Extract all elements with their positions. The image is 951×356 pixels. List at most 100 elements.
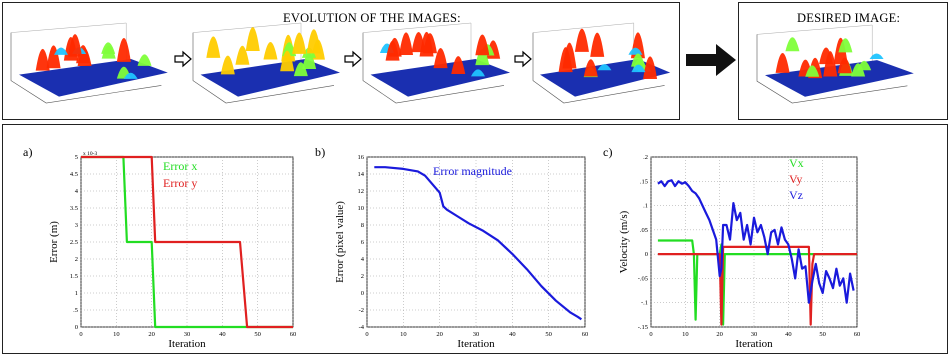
surface-peak bbox=[419, 31, 434, 57]
arrow-small-icon bbox=[514, 50, 532, 68]
surface-peak bbox=[123, 72, 138, 79]
axis-box bbox=[532, 32, 665, 104]
y-tick-label: 0 bbox=[361, 290, 364, 297]
y-tick-label: 8 bbox=[361, 222, 364, 229]
x-tick-label: 40 bbox=[219, 331, 226, 338]
legend-entry: Error x bbox=[163, 159, 197, 173]
axis-box bbox=[756, 34, 908, 104]
x-tick-label: 20 bbox=[148, 331, 155, 338]
x-tick-label: 50 bbox=[545, 331, 552, 338]
surface-peak bbox=[385, 40, 400, 61]
chart-error-xy: 0 10 20 30 40 50 60 0 .5 1 1.5 2 2.5 3 3.5 4 4.5 5 x 10-3 I… bbox=[48, 151, 297, 350]
arrow-small-icon bbox=[174, 50, 192, 68]
y-tick-label: 14 bbox=[358, 171, 365, 178]
x-tick-label: 60 bbox=[582, 331, 589, 338]
desired-image bbox=[756, 24, 914, 104]
surface-peak bbox=[116, 37, 131, 62]
surface-peak bbox=[137, 54, 152, 66]
y-tick-label: 3 bbox=[75, 222, 78, 229]
evolution-panel: EVOLUTION OF THE IMAGES: bbox=[2, 2, 680, 120]
y-tick-label: 12 bbox=[358, 188, 365, 195]
x-tick-label: 10 bbox=[113, 331, 120, 338]
y-tick-label: -.15 bbox=[638, 324, 648, 331]
surface-peak bbox=[245, 27, 260, 52]
y-tick-label: -4 bbox=[359, 324, 365, 331]
axis-box bbox=[10, 32, 162, 104]
surface-peak bbox=[628, 47, 643, 55]
surface-peak bbox=[451, 56, 466, 74]
surface-peak bbox=[785, 37, 800, 52]
legend-entry: Vx bbox=[789, 156, 804, 170]
surface-plot-4 bbox=[532, 22, 671, 104]
series-line-error-magnitude bbox=[374, 166, 583, 321]
x-tick-label: 30 bbox=[751, 331, 758, 338]
y-tick-label: 6 bbox=[361, 239, 365, 246]
x-tick-label: 20 bbox=[436, 331, 443, 338]
x-tick-label: 0 bbox=[365, 331, 368, 338]
series-line-error-y bbox=[81, 155, 293, 329]
y-tick-label: -2 bbox=[359, 307, 364, 314]
x-tick-label: 40 bbox=[509, 331, 516, 338]
y-tick-label: 4 bbox=[75, 188, 79, 195]
axis-box bbox=[192, 22, 302, 33]
arrow-small-icon bbox=[344, 50, 362, 68]
surface-peak bbox=[475, 34, 490, 56]
y-tick-label: .15 bbox=[640, 178, 648, 185]
surface-peak bbox=[101, 45, 116, 59]
x-axis-label: Iteration bbox=[168, 338, 206, 350]
surface-peak bbox=[805, 65, 820, 77]
y-tick-label: 2 bbox=[361, 273, 364, 280]
surface-peak bbox=[574, 28, 589, 52]
panel-label-a: a) bbox=[23, 145, 33, 159]
y-tick-label: 10 bbox=[358, 205, 365, 212]
surface-peak bbox=[631, 64, 646, 73]
surface-peak bbox=[851, 63, 866, 77]
y-tick-label: -.1 bbox=[641, 300, 648, 307]
x-tick-label: 0 bbox=[649, 331, 652, 338]
y-tick-label: 0 bbox=[645, 251, 648, 258]
surface-peak bbox=[838, 38, 853, 53]
y-axis-label: Error (m) bbox=[48, 221, 60, 263]
series-line-vz bbox=[657, 179, 855, 304]
y-tick-label: 0 bbox=[75, 324, 78, 331]
surface-peak bbox=[869, 53, 884, 59]
y-tick-label: 2.5 bbox=[70, 239, 78, 246]
y-tick-label: 4.5 bbox=[70, 171, 78, 178]
y-tick-label: .05 bbox=[640, 227, 648, 234]
x-axis-label: Iteration bbox=[735, 338, 773, 350]
desired-panel: DESIRED IMAGE: bbox=[738, 2, 948, 120]
surface-peak bbox=[775, 52, 790, 73]
surface-peak bbox=[823, 51, 838, 77]
surface-plot-desired bbox=[756, 24, 914, 104]
series-line-vy bbox=[657, 245, 857, 326]
x-tick-label: 0 bbox=[79, 331, 82, 338]
axis-box bbox=[192, 32, 335, 104]
surface-peak bbox=[433, 47, 448, 69]
x-tick-label: 50 bbox=[819, 331, 826, 338]
x-tick-label: 60 bbox=[290, 331, 297, 338]
legend-entry: Vz bbox=[789, 188, 803, 202]
x-tick-label: 10 bbox=[400, 331, 407, 338]
x-tick-label: 10 bbox=[682, 331, 689, 338]
axis-box bbox=[532, 22, 634, 33]
surface-peak bbox=[263, 42, 278, 60]
y-tick-label: .1 bbox=[643, 203, 648, 210]
desired-title: DESIRED IMAGE: bbox=[797, 11, 901, 25]
surface-peak bbox=[293, 62, 308, 77]
legend-entry: Error y bbox=[163, 176, 197, 190]
surface-plot-1 bbox=[10, 22, 168, 104]
surface-peak bbox=[206, 36, 221, 58]
surface-plot-2 bbox=[192, 22, 340, 104]
chart-velocity: 0 10 20 30 40 50 60 -.15 -.1 -.05 0 .05 .1 .15 .2 Itera… bbox=[618, 154, 860, 350]
chart-error-magnitude: 0 10 20 30 40 50 60 -4 -2 0 2 4 6 8 10 12 14 16 Iteration E… bbox=[334, 154, 589, 350]
surface-peak bbox=[68, 34, 83, 57]
y-tick-label: 4 bbox=[361, 256, 365, 263]
surface-peak bbox=[280, 50, 295, 72]
surface-base bbox=[765, 60, 914, 97]
y-tick-label: 1 bbox=[75, 290, 78, 297]
evolution-title: EVOLUTION OF THE IMAGES: bbox=[283, 11, 461, 25]
surface-peak bbox=[306, 29, 321, 54]
surface-peak bbox=[399, 32, 414, 56]
panel-label-c: c) bbox=[603, 145, 613, 159]
y-tick-label: -.05 bbox=[638, 275, 648, 282]
